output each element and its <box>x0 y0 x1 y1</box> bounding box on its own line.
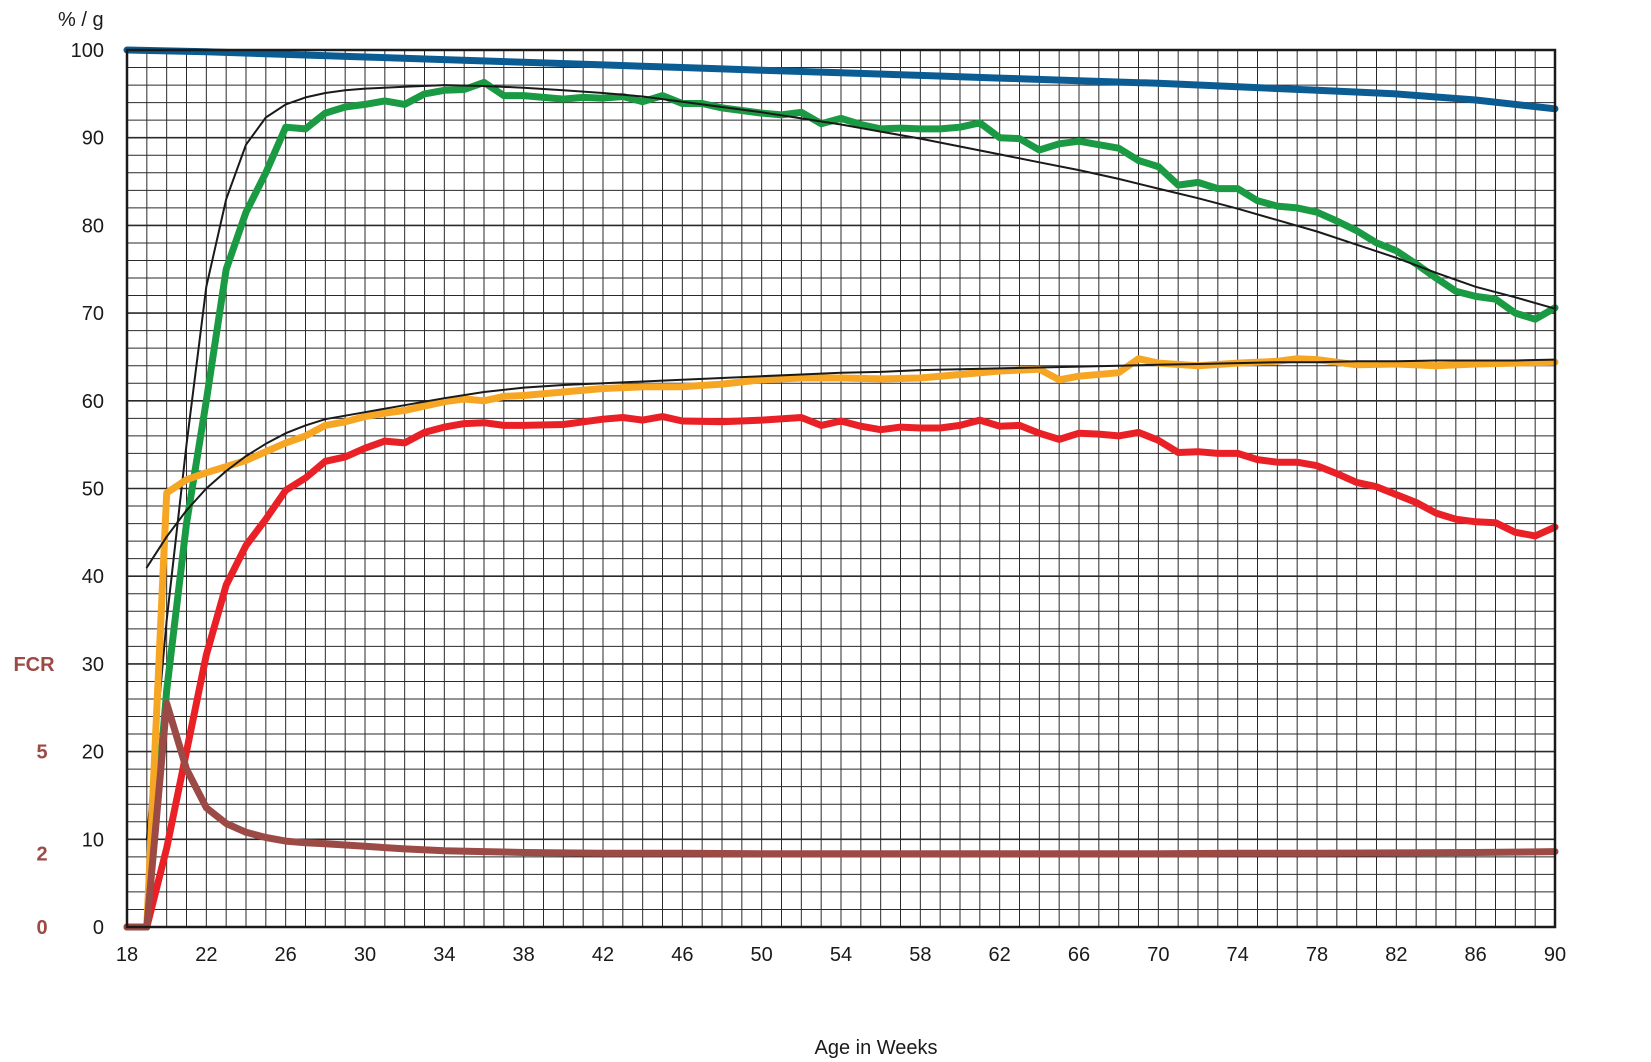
x-tick-label: 42 <box>592 944 614 966</box>
fcr-tick-label: 0 <box>36 917 47 939</box>
series-line-2 <box>123 78 1559 931</box>
plot-frame <box>125 48 1557 929</box>
x-tick-label: 58 <box>909 944 931 966</box>
x-tick-label: 18 <box>116 944 138 966</box>
x-tick-label: 90 <box>1544 944 1566 966</box>
x-tick-label: 66 <box>1068 944 1090 966</box>
x-tick-label: 74 <box>1227 944 1249 966</box>
series-line-1 <box>123 46 1559 113</box>
y-tick-label: 90 <box>82 128 104 150</box>
y-tick-label: 20 <box>82 742 104 764</box>
y-tick-label: 10 <box>82 829 104 851</box>
x-tick-label: 86 <box>1465 944 1487 966</box>
x-axis-title: Age in Weeks <box>814 1037 937 1059</box>
fcr-axis-title: FCR <box>13 654 55 676</box>
y-tick-label: 100 <box>71 40 104 62</box>
x-tick-label: 30 <box>354 944 376 966</box>
x-tick-label: 38 <box>513 944 535 966</box>
x-tick-label: 62 <box>989 944 1011 966</box>
x-tick-labels: 18 22 26 30 34 38 42 46 50 54 58 62 66 70 74 78 82 86 90 <box>116 944 1566 966</box>
y-tick-label: 60 <box>82 391 104 413</box>
x-tick-label: 78 <box>1306 944 1328 966</box>
x-tick-label: 50 <box>751 944 773 966</box>
series-layer <box>123 46 1559 931</box>
y-tick-label: 30 <box>82 654 104 676</box>
x-tick-label: 22 <box>195 944 217 966</box>
y-tick-label: 80 <box>82 215 104 237</box>
x-tick-label: 54 <box>830 944 852 966</box>
y-axis-title: % / g <box>58 9 104 31</box>
x-tick-label: 82 <box>1385 944 1407 966</box>
x-tick-label: 46 <box>671 944 693 966</box>
x-tick-label: 26 <box>275 944 297 966</box>
x-tick-label: 34 <box>433 944 455 966</box>
series-line-5 <box>145 358 1556 569</box>
series-line-7 <box>123 699 1559 931</box>
y-tick-label: 50 <box>82 479 104 501</box>
x-tick-label: 70 <box>1147 944 1169 966</box>
fcr-tick-label: 2 <box>36 843 47 865</box>
y-tick-label: 0 <box>93 917 104 939</box>
grid <box>126 49 1556 928</box>
y-tick-label: 40 <box>82 566 104 588</box>
series-line-6 <box>123 413 1559 931</box>
series-line-3 <box>145 84 1556 841</box>
y-tick-labels: 0 10 20 30 40 50 60 70 80 90 100 <box>71 40 104 939</box>
fcr-axis: FCR 0 2 5 <box>13 654 55 939</box>
y-tick-label: 70 <box>82 303 104 325</box>
fcr-tick-label: 5 <box>36 742 47 764</box>
